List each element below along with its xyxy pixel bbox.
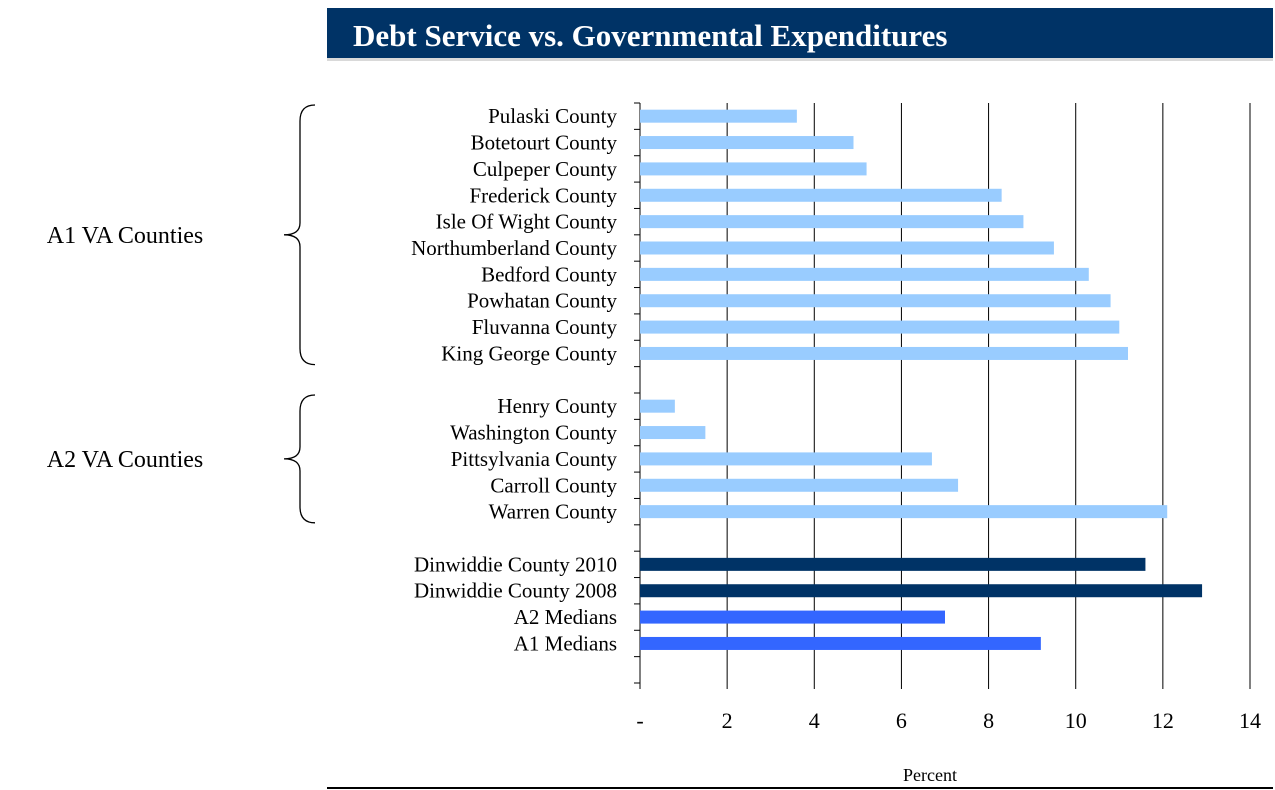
group-label: A1 VA Counties — [47, 223, 203, 249]
bar — [640, 636, 1041, 650]
bar — [640, 478, 959, 492]
x-tick-label: 6 — [896, 708, 907, 733]
y-category-label: A1 Medians — [514, 631, 617, 655]
bar — [640, 426, 706, 440]
y-category-label: A2 Medians — [514, 605, 617, 629]
bar — [640, 584, 1203, 598]
y-category-label: Washington County — [450, 421, 617, 445]
bar — [640, 557, 1146, 571]
y-category-label: Northumberland County — [411, 236, 617, 260]
group-bracket — [283, 394, 316, 524]
y-category-label: Culpeper County — [473, 157, 618, 181]
bar — [640, 320, 1120, 334]
y-category-label: Pittsylvania County — [451, 447, 618, 471]
bar — [640, 452, 932, 466]
x-tick-label: 12 — [1152, 708, 1174, 733]
y-category-label: Fluvanna County — [472, 315, 618, 339]
y-category-label: Isle Of Wight County — [436, 210, 618, 234]
y-category-label: Carroll County — [490, 473, 617, 497]
y-category-label: Dinwiddie County 2010 — [414, 552, 617, 576]
bar — [640, 610, 945, 624]
bar — [640, 136, 854, 150]
bottom-rule — [327, 787, 1273, 789]
group-bracket — [283, 104, 316, 366]
x-tick-label: 10 — [1065, 708, 1087, 733]
y-category-label: Bedford County — [481, 262, 617, 286]
x-tick-label: 14 — [1239, 708, 1261, 733]
bar — [640, 346, 1128, 360]
y-category-label: Powhatan County — [467, 289, 617, 313]
bar — [640, 267, 1089, 281]
y-category-label: Warren County — [489, 500, 618, 524]
title-bar: Debt Service vs. Governmental Expenditur… — [327, 8, 1273, 61]
y-category-label: King George County — [441, 341, 617, 365]
y-category-label: Dinwiddie County 2008 — [414, 579, 617, 603]
bar — [640, 505, 1168, 519]
bar — [640, 241, 1054, 255]
x-tick-label: 4 — [809, 708, 820, 733]
x-tick-label: 2 — [722, 708, 733, 733]
x-axis-title: Percent — [903, 765, 957, 785]
chart-title: Debt Service vs. Governmental Expenditur… — [353, 18, 948, 53]
x-tick-label: - — [636, 708, 643, 733]
bar — [640, 162, 867, 176]
y-category-label: Botetourt County — [471, 131, 618, 155]
y-category-label: Frederick County — [469, 183, 617, 207]
bar — [640, 188, 1002, 202]
y-category-label: Pulaski County — [488, 104, 617, 128]
bar — [640, 399, 675, 413]
x-tick-label: 8 — [983, 708, 994, 733]
bar — [640, 215, 1024, 229]
group-label: A2 VA Counties — [47, 447, 203, 473]
bar — [640, 294, 1111, 308]
bar — [640, 109, 797, 123]
y-category-label: Henry County — [497, 394, 617, 418]
